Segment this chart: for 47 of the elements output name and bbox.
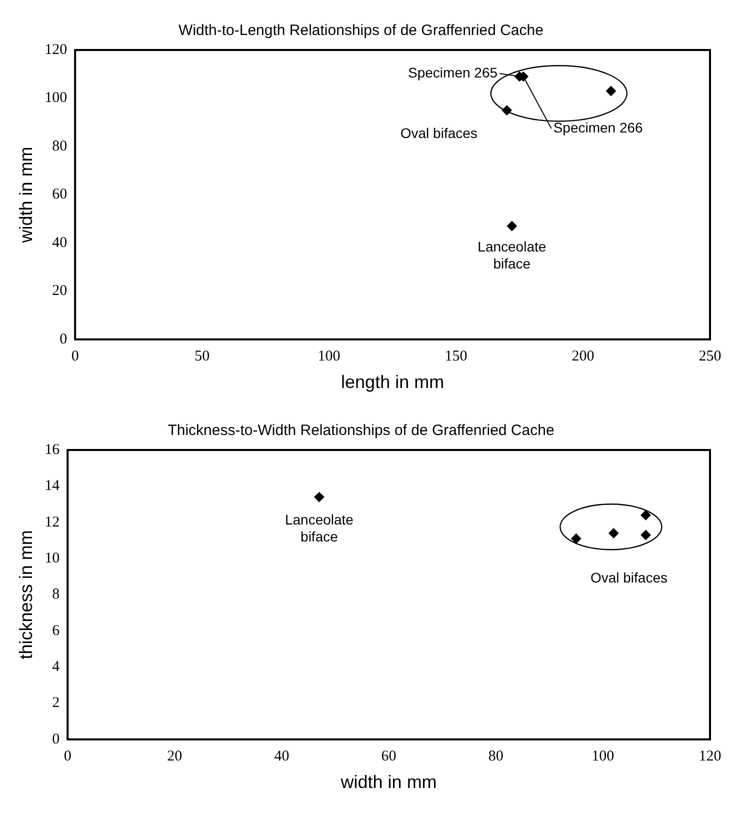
- y-tick-label: 12: [44, 514, 60, 530]
- point: [640, 530, 651, 540]
- chart-title: Thickness-to-Width Relationships of de Graffenried Cache: [168, 422, 554, 440]
- y-tick-label: 20: [52, 283, 68, 300]
- point: [606, 86, 616, 96]
- y-tick-label: 0: [52, 731, 60, 748]
- x-tick-label: 100: [318, 348, 340, 364]
- x-tick-label: 20: [167, 748, 182, 764]
- y-tick-label: 120: [44, 42, 68, 58]
- y-tick-label: 16: [44, 442, 60, 458]
- x-axis-title: width in mm: [340, 772, 437, 792]
- annotation: Oval bifaces: [400, 125, 478, 142]
- y-tick-label: 4: [52, 658, 60, 675]
- x-tick-label: 100: [592, 748, 614, 764]
- x-tick-label: 200: [572, 348, 594, 364]
- y-axis-title: thickness in mm: [16, 530, 36, 660]
- y-axis-title: width in mm: [16, 146, 36, 244]
- x-tick-label: 80: [488, 748, 504, 764]
- annotation: Specimen 265: [408, 64, 498, 80]
- x-axis-title: length in mm: [341, 372, 444, 392]
- point: [640, 510, 651, 520]
- x-tick-label: 60: [381, 748, 396, 764]
- y-tick-label: 8: [52, 586, 60, 603]
- y-tick-label: 2: [52, 695, 60, 712]
- y-tick-label: 0: [60, 331, 68, 348]
- x-tick-label: 150: [444, 348, 468, 364]
- x-tick-label: 40: [274, 748, 290, 764]
- point: [571, 534, 582, 544]
- annotation: Oval bifaces: [590, 569, 668, 586]
- y-tick-label: 40: [52, 234, 68, 251]
- y-tick-label: 6: [52, 622, 60, 639]
- y-tick-label: 100: [44, 90, 68, 106]
- annotation: Lanceolate biface: [284, 511, 354, 544]
- chart-title: Width-to-Length Relationships of de Graffenried Cache: [178, 22, 544, 40]
- point: [314, 492, 324, 502]
- x-tick-label: 0: [71, 348, 79, 364]
- point: [506, 221, 517, 232]
- point: [608, 528, 619, 538]
- x-tick-label: 50: [194, 348, 210, 364]
- y-tick-label: 80: [52, 138, 68, 154]
- y-tick-label: 10: [44, 550, 60, 566]
- y-tick-label: 60: [52, 186, 68, 203]
- y-tick-label: 14: [44, 478, 60, 494]
- x-tick-label: 250: [698, 348, 722, 364]
- annotation: Lanceolate biface: [478, 238, 546, 272]
- x-tick-label: 120: [698, 748, 722, 764]
- annotation: Specimen 266: [553, 119, 644, 136]
